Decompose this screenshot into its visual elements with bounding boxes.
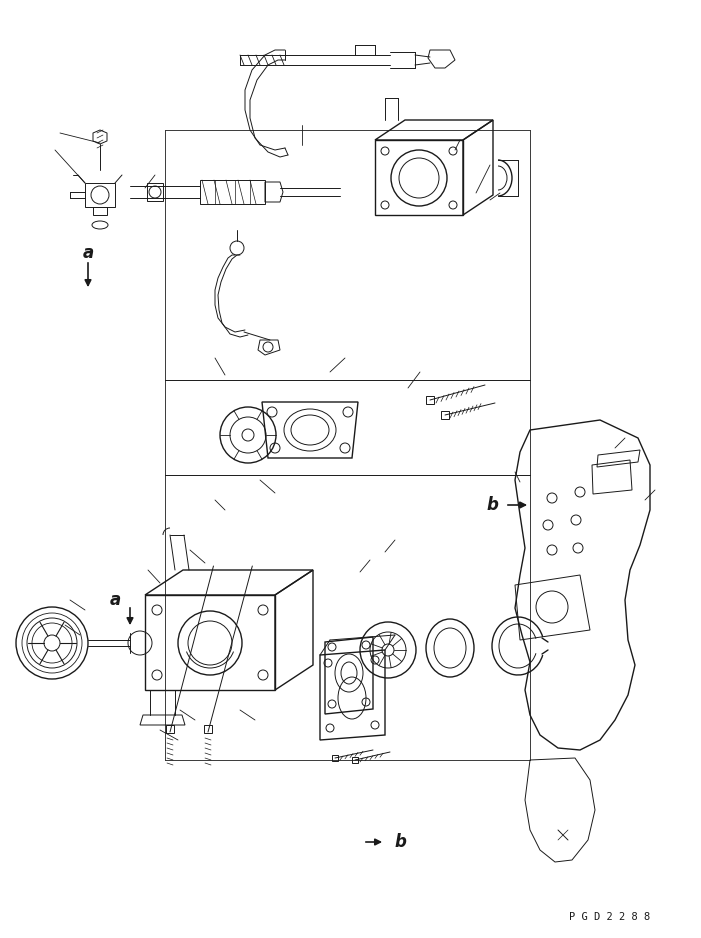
Text: P G D 2 2 8 8: P G D 2 2 8 8	[569, 912, 650, 922]
Text: b: b	[486, 496, 498, 514]
Text: a: a	[83, 244, 94, 262]
Text: a: a	[109, 591, 121, 609]
Text: b: b	[394, 833, 406, 851]
